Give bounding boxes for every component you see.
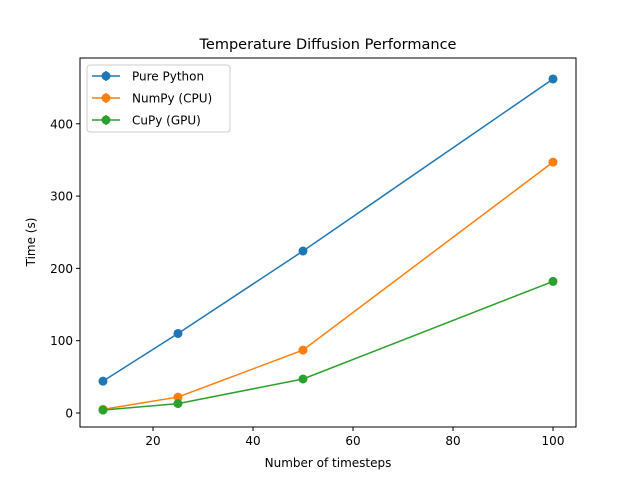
series-pure-python	[98, 74, 558, 386]
x-tick-label: 20	[145, 434, 160, 448]
x-axis-label: Number of timesteps	[265, 456, 392, 470]
legend: Pure Python NumPy (CPU) CuPy (GPU)	[86, 64, 231, 133]
y-axis: 0 100 200 300 400	[50, 117, 80, 420]
axes-frame	[79, 57, 577, 428]
data-point	[548, 276, 558, 286]
series-layer	[98, 74, 558, 415]
y-tick-label: 100	[50, 334, 73, 348]
series-line	[102, 78, 554, 382]
legend-label: NumPy (CPU)	[132, 92, 212, 106]
y-tick-label: 0	[65, 406, 73, 420]
series-line	[102, 161, 554, 411]
x-axis: 20 40 60 80 100	[145, 427, 564, 448]
legend-label: Pure Python	[132, 70, 204, 84]
legend-item: Pure Python	[92, 70, 204, 84]
x-tick-label: 100	[542, 434, 565, 448]
x-tick-label: 60	[345, 434, 360, 448]
legend-marker-icon	[101, 115, 111, 125]
legend-label: CuPy (GPU)	[132, 114, 201, 128]
data-point	[298, 374, 308, 384]
legend-item: CuPy (GPU)	[92, 114, 201, 128]
y-tick-label: 400	[50, 117, 73, 131]
legend-item: NumPy (CPU)	[92, 92, 212, 106]
data-point	[173, 392, 183, 402]
data-point	[298, 345, 308, 355]
y-tick-label: 300	[50, 190, 73, 204]
x-tick-label: 40	[245, 434, 260, 448]
legend-marker-icon	[101, 71, 111, 81]
y-axis-label: Time (s)	[24, 218, 38, 268]
data-point	[173, 399, 183, 409]
series-line	[102, 280, 554, 411]
y-tick-label: 200	[50, 262, 73, 276]
data-point	[98, 405, 108, 415]
data-point	[173, 328, 183, 338]
legend-box	[86, 64, 231, 133]
data-point	[298, 246, 308, 256]
chart-title: Temperature Diffusion Performance	[199, 37, 457, 53]
data-point	[548, 157, 558, 167]
data-point	[98, 376, 108, 386]
data-point	[548, 74, 558, 84]
legend-marker-icon	[101, 93, 111, 103]
x-tick-label: 80	[445, 434, 460, 448]
series-cupy-gpu	[98, 276, 558, 415]
